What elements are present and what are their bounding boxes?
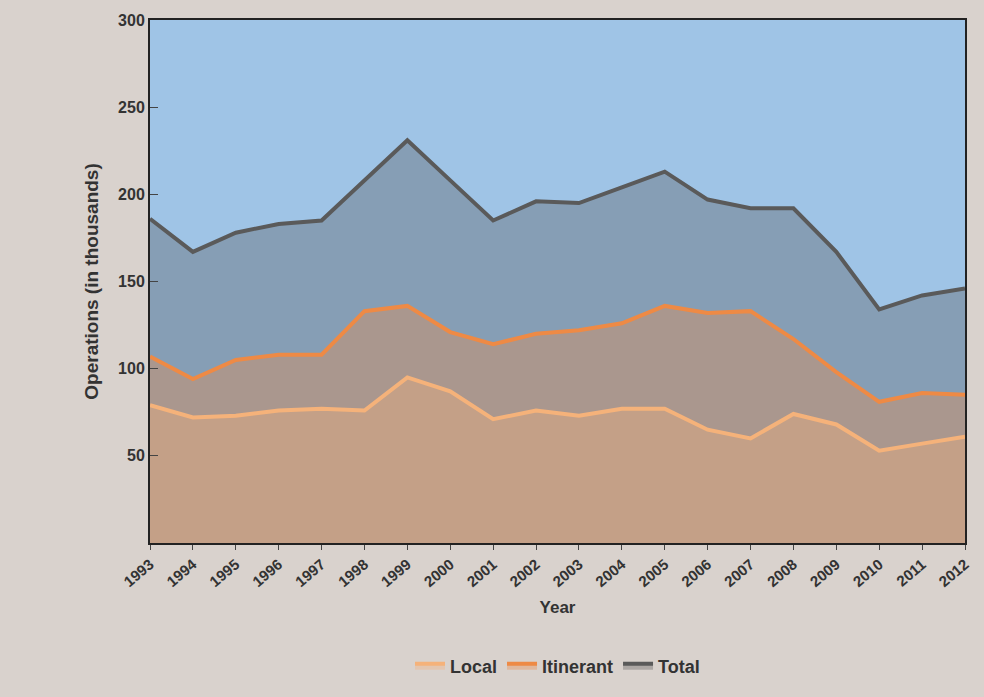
svg-text:Total: Total [658,657,700,677]
svg-text:1999: 1999 [378,556,414,590]
svg-text:Itinerant: Itinerant [542,657,613,677]
svg-text:2000: 2000 [421,556,457,590]
svg-text:100: 100 [118,360,145,377]
svg-text:Operations (in thousands): Operations (in thousands) [81,163,102,399]
svg-text:2005: 2005 [635,556,671,590]
svg-text:1995: 1995 [206,556,242,590]
svg-text:1996: 1996 [249,556,285,590]
svg-text:Local: Local [450,657,497,677]
svg-text:300: 300 [118,12,145,29]
svg-text:250: 250 [118,99,145,116]
svg-text:2009: 2009 [807,556,843,590]
svg-text:2006: 2006 [678,556,714,590]
svg-text:50: 50 [127,447,145,464]
svg-text:2004: 2004 [592,555,629,590]
svg-text:2007: 2007 [721,556,757,590]
svg-text:150: 150 [118,273,145,290]
svg-text:2008: 2008 [764,556,800,590]
svg-text:2011: 2011 [893,556,929,590]
svg-text:2001: 2001 [463,556,499,590]
svg-text:Year: Year [540,598,576,617]
svg-text:1993: 1993 [120,556,156,590]
svg-text:2002: 2002 [506,556,542,590]
svg-text:2003: 2003 [549,556,585,590]
svg-text:2012: 2012 [935,556,971,590]
svg-text:1997: 1997 [292,556,328,590]
svg-text:200: 200 [118,186,145,203]
svg-text:1998: 1998 [335,556,371,590]
svg-text:1994: 1994 [163,555,200,590]
svg-text:2010: 2010 [849,556,885,590]
